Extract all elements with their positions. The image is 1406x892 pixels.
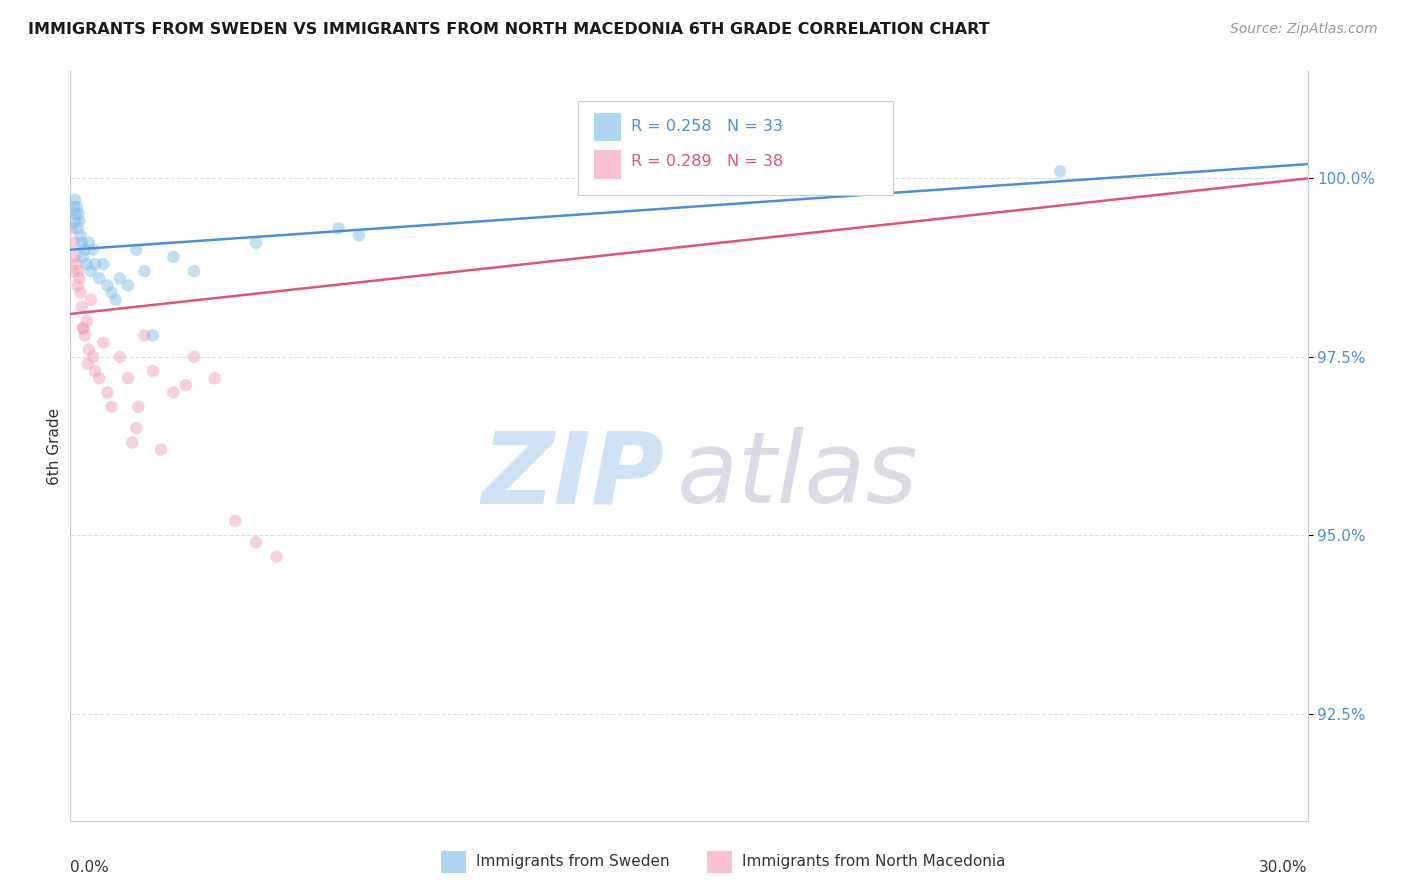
Text: Source: ZipAtlas.com: Source: ZipAtlas.com bbox=[1230, 22, 1378, 37]
Point bbox=[76, 314, 98, 328]
Point bbox=[62, 264, 84, 278]
Point bbox=[77, 235, 100, 250]
Point bbox=[80, 264, 103, 278]
Point bbox=[73, 328, 96, 343]
Text: 0.0%: 0.0% bbox=[70, 860, 110, 874]
Point bbox=[162, 250, 184, 264]
Point bbox=[66, 221, 89, 235]
Point bbox=[65, 257, 87, 271]
Point bbox=[89, 371, 111, 385]
Point bbox=[72, 321, 94, 335]
Point bbox=[63, 235, 86, 250]
Point bbox=[70, 300, 93, 314]
Point bbox=[77, 343, 100, 357]
Point bbox=[67, 207, 90, 221]
Point bbox=[89, 271, 111, 285]
Point bbox=[72, 250, 94, 264]
FancyBboxPatch shape bbox=[578, 102, 893, 195]
Point bbox=[150, 442, 173, 457]
Point bbox=[174, 378, 197, 392]
Point bbox=[266, 549, 288, 564]
Point bbox=[183, 350, 205, 364]
Point bbox=[125, 243, 148, 257]
Point bbox=[121, 435, 143, 450]
Point bbox=[162, 385, 184, 400]
Point bbox=[91, 335, 114, 350]
Point bbox=[1049, 164, 1071, 178]
Point bbox=[66, 278, 89, 293]
Point bbox=[328, 221, 350, 235]
Point bbox=[76, 257, 98, 271]
Point bbox=[347, 228, 370, 243]
Point bbox=[65, 207, 87, 221]
Point bbox=[69, 228, 91, 243]
Point bbox=[104, 293, 127, 307]
Text: ZIP: ZIP bbox=[481, 427, 664, 524]
Bar bbox=[441, 851, 467, 873]
Point bbox=[80, 293, 103, 307]
Text: atlas: atlas bbox=[676, 427, 918, 524]
Point bbox=[82, 350, 104, 364]
Point bbox=[82, 243, 104, 257]
Bar bbox=[593, 112, 621, 141]
Point bbox=[65, 250, 87, 264]
Point bbox=[70, 235, 93, 250]
Point bbox=[60, 221, 83, 235]
Point bbox=[108, 350, 131, 364]
Point bbox=[84, 364, 107, 378]
Point bbox=[142, 364, 165, 378]
Y-axis label: 6th Grade: 6th Grade bbox=[46, 408, 62, 484]
Point bbox=[204, 371, 226, 385]
Point bbox=[65, 193, 87, 207]
Point bbox=[67, 214, 90, 228]
Point bbox=[108, 271, 131, 285]
Text: Immigrants from North Macedonia: Immigrants from North Macedonia bbox=[742, 855, 1005, 870]
Point bbox=[66, 200, 89, 214]
Text: 30.0%: 30.0% bbox=[1260, 860, 1308, 874]
Point bbox=[67, 264, 90, 278]
Bar bbox=[593, 150, 621, 178]
Point bbox=[72, 321, 94, 335]
Point bbox=[100, 400, 122, 414]
Point bbox=[84, 257, 107, 271]
Point bbox=[96, 278, 118, 293]
Point bbox=[134, 264, 156, 278]
Point bbox=[73, 243, 96, 257]
Point bbox=[183, 264, 205, 278]
Point bbox=[91, 257, 114, 271]
Point bbox=[245, 235, 267, 250]
Point bbox=[125, 421, 148, 435]
Text: Immigrants from Sweden: Immigrants from Sweden bbox=[477, 855, 669, 870]
Point bbox=[127, 400, 149, 414]
Point bbox=[76, 357, 98, 371]
Point bbox=[67, 271, 90, 285]
Point bbox=[62, 214, 84, 228]
Point bbox=[117, 278, 139, 293]
Point bbox=[63, 200, 86, 214]
Point bbox=[142, 328, 165, 343]
Point bbox=[245, 535, 267, 549]
Point bbox=[96, 385, 118, 400]
Text: R = 0.289   N = 38: R = 0.289 N = 38 bbox=[631, 153, 783, 169]
Point bbox=[117, 371, 139, 385]
Bar bbox=[707, 851, 733, 873]
Point bbox=[100, 285, 122, 300]
Text: IMMIGRANTS FROM SWEDEN VS IMMIGRANTS FROM NORTH MACEDONIA 6TH GRADE CORRELATION : IMMIGRANTS FROM SWEDEN VS IMMIGRANTS FRO… bbox=[28, 22, 990, 37]
Point bbox=[224, 514, 246, 528]
Point bbox=[69, 285, 91, 300]
Point bbox=[134, 328, 156, 343]
Text: R = 0.258   N = 33: R = 0.258 N = 33 bbox=[631, 119, 783, 134]
